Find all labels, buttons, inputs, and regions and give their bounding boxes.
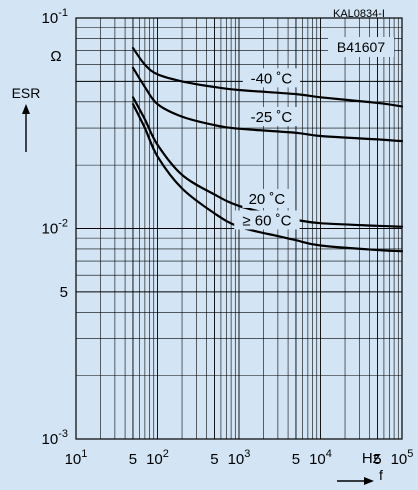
x-tick-label: 5 [292,451,300,468]
y-tick-labels: 10-1 10-2 5 10-3 [42,7,68,448]
series-label: ≥ 60 ˚C [242,212,291,229]
y-tick-label: 5 [60,284,68,301]
x-tick-label: 5 [210,451,218,468]
y-tick-label: 10-1 [42,7,68,27]
series-label: 20 ˚C [249,191,286,208]
x-axis-label: f [379,467,383,483]
y-axis-arrow [22,104,30,152]
y-tick-label: 10-3 [42,428,68,448]
series-label: -25 ˚C [251,109,293,126]
series-label: -40 ˚C [251,70,293,87]
x-tick-label: 104 [309,448,332,468]
x-tick-label: 103 [228,448,251,468]
y-axis-unit: Ω [50,48,61,65]
x-tick-label: 5 [129,451,137,468]
x-tick-label: 102 [146,448,169,468]
y-axis-label: ESR [12,85,41,101]
chart-code: KAL0834-I [333,8,385,20]
x-tick-label: 105 [391,448,414,468]
part-number: B41607 [337,39,385,55]
y-tick-label: 10-2 [42,218,68,238]
x-tick-label: 101 [65,448,88,468]
x-axis-unit: Hz [362,450,380,467]
x-axis-arrow [337,477,374,485]
